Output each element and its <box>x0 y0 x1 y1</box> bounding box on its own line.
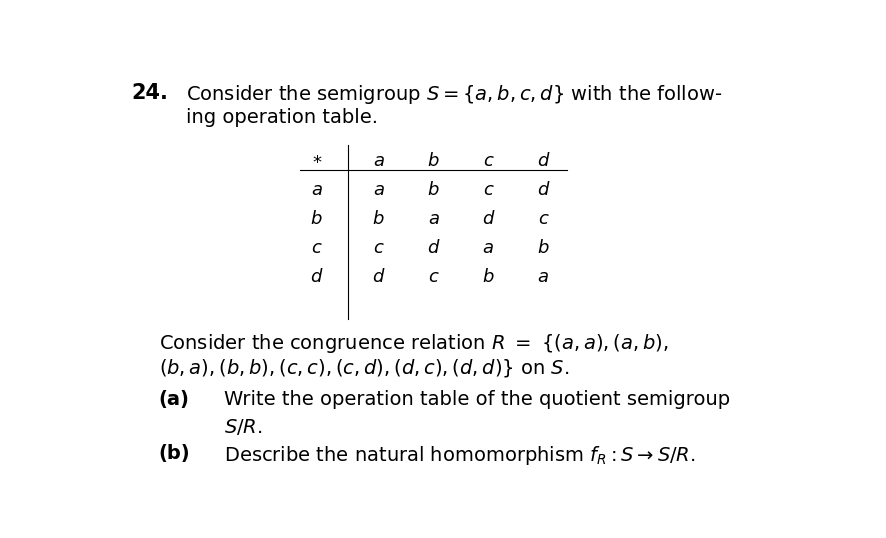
Text: $a$: $a$ <box>373 181 385 199</box>
Text: $c$: $c$ <box>373 238 385 257</box>
Text: $d$: $d$ <box>537 152 550 169</box>
Text: $d$: $d$ <box>310 267 323 286</box>
Text: Consider the semigroup $S = \{a, b, c, d\}$ with the follow-: Consider the semigroup $S = \{a, b, c, d… <box>186 83 723 106</box>
Text: $c$: $c$ <box>483 181 494 199</box>
Text: Write the operation table of the quotient semigroup: Write the operation table of the quotien… <box>224 390 730 409</box>
Text: $c$: $c$ <box>428 267 439 286</box>
Text: ing operation table.: ing operation table. <box>186 108 378 127</box>
Text: $b$: $b$ <box>537 238 549 257</box>
Text: $a$: $a$ <box>428 209 439 228</box>
Text: $d$: $d$ <box>482 209 495 228</box>
Text: $S/R$.: $S/R$. <box>224 416 262 437</box>
Text: $a$: $a$ <box>483 238 494 257</box>
Text: $c$: $c$ <box>311 238 323 257</box>
Text: $b$: $b$ <box>310 209 323 228</box>
Text: $d$: $d$ <box>537 181 550 199</box>
Text: $b$: $b$ <box>372 209 385 228</box>
Text: Consider the congruence relation $R \ = \ \{(a, a), (a, b),$: Consider the congruence relation $R \ = … <box>159 332 669 355</box>
Text: 24.: 24. <box>131 83 168 103</box>
Text: $b$: $b$ <box>482 267 494 286</box>
Text: $c$: $c$ <box>483 152 494 169</box>
Text: $d$: $d$ <box>372 267 385 286</box>
Text: $a$: $a$ <box>538 267 549 286</box>
Text: $*$: $*$ <box>312 152 322 169</box>
Text: $b$: $b$ <box>427 152 439 169</box>
Text: $a$: $a$ <box>373 152 385 169</box>
Text: Describe the natural homomorphism $f_R: S \rightarrow S/R$.: Describe the natural homomorphism $f_R: … <box>224 444 696 466</box>
Text: (a): (a) <box>159 390 190 409</box>
Text: $c$: $c$ <box>538 209 549 228</box>
Text: $a$: $a$ <box>311 181 323 199</box>
Text: (b): (b) <box>159 444 190 463</box>
Text: $b$: $b$ <box>427 181 439 199</box>
Text: $(b, a), (b, b), (c, c), (c, d), (d, c), (d, d)\}$ on $S$.: $(b, a), (b, b), (c, c), (c, d), (d, c),… <box>159 357 569 379</box>
Text: $d$: $d$ <box>427 238 440 257</box>
